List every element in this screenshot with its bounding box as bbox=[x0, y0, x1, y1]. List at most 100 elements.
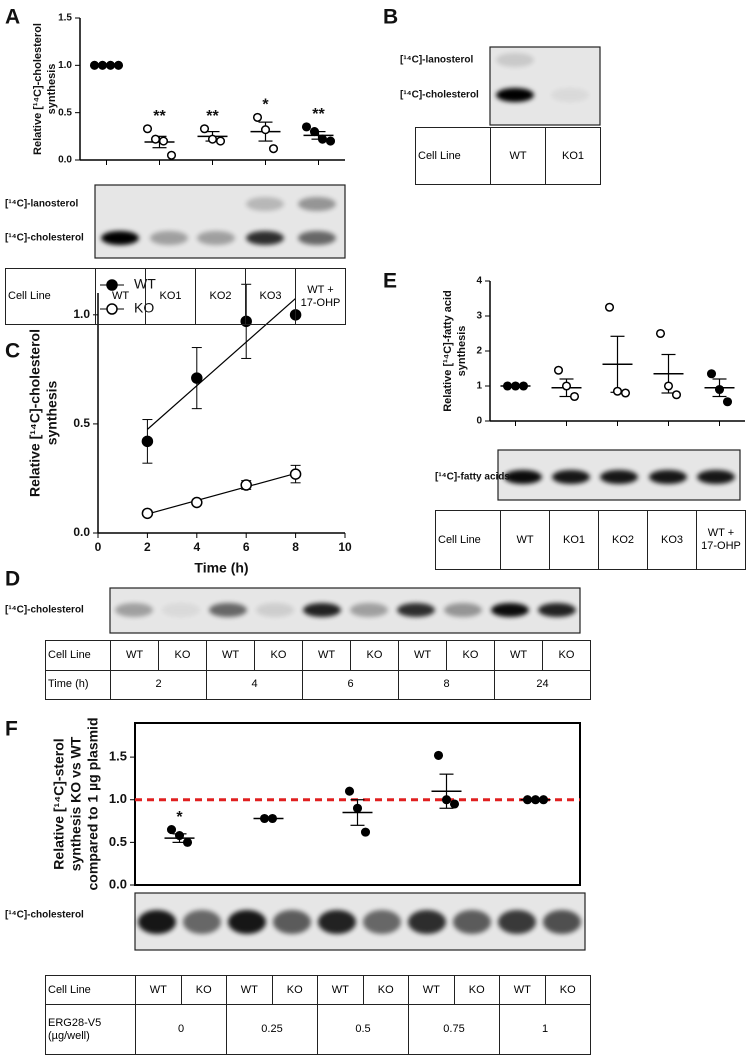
data-point bbox=[166, 150, 177, 160]
blot-band bbox=[444, 603, 482, 617]
blot-band bbox=[115, 603, 153, 617]
data-point bbox=[267, 813, 278, 824]
y-tick-label: 0.0 bbox=[109, 876, 127, 891]
x-tick-label: 0 bbox=[95, 540, 102, 554]
blot-band bbox=[551, 88, 589, 102]
label-table: Cell Line WT KO1 bbox=[415, 127, 601, 185]
table-cell: 0.25 bbox=[226, 1004, 318, 1055]
data-point bbox=[449, 799, 460, 809]
data-point bbox=[268, 144, 279, 154]
blot-band bbox=[496, 53, 534, 67]
data-point bbox=[325, 136, 336, 146]
data-point bbox=[530, 795, 541, 805]
blot-band bbox=[408, 910, 446, 934]
table-cell: KO bbox=[271, 974, 318, 1006]
significance-label: ** bbox=[312, 106, 325, 123]
y-axis-label: synthesis bbox=[456, 326, 468, 377]
table-cell: 24 bbox=[494, 669, 591, 700]
data-point bbox=[352, 803, 363, 813]
data-point bbox=[344, 786, 355, 796]
data-point bbox=[97, 60, 108, 70]
label-table: Cell Line WT KO WT KO WT KO WT KO WT KO Time (h) 2 4 6… bbox=[45, 640, 591, 700]
blot-band bbox=[491, 603, 529, 617]
table-cell: WT bbox=[317, 974, 364, 1006]
x-tick-label: 4 bbox=[193, 540, 200, 554]
table-cell: ERG28-V5 (µg/well) bbox=[45, 1004, 136, 1055]
table-cell: WT bbox=[206, 640, 255, 671]
y-tick-label: 2 bbox=[476, 346, 482, 357]
table-cell: KO bbox=[446, 640, 495, 671]
table-cell: KO2 bbox=[598, 510, 648, 570]
panel-letter: C bbox=[5, 340, 20, 363]
label-table: Cell Line WT KO WT KO WT KO WT KO WT KO ERG28-V5 (µ… bbox=[45, 974, 591, 1055]
blot-band bbox=[162, 603, 200, 617]
data-point bbox=[663, 381, 674, 391]
data-point bbox=[433, 750, 444, 760]
blot-band bbox=[318, 910, 356, 934]
data-point bbox=[301, 122, 312, 132]
y-tick-label: 1.5 bbox=[58, 13, 72, 24]
table-cell: WT bbox=[494, 640, 543, 671]
panel-letter: A bbox=[5, 6, 20, 29]
data-point bbox=[191, 372, 203, 384]
table-cell: 4 bbox=[206, 669, 303, 700]
table-row: Cell Line WT KO1 KO2 KO3 WT + 17-OHP bbox=[435, 510, 746, 570]
blot-band bbox=[256, 603, 294, 617]
significance-label: ** bbox=[206, 108, 219, 125]
data-point bbox=[502, 381, 513, 391]
data-point bbox=[142, 124, 153, 134]
blot-band bbox=[197, 231, 235, 245]
data-point bbox=[174, 830, 185, 841]
data-point bbox=[538, 795, 549, 805]
blot-band bbox=[552, 470, 590, 484]
table-row: Cell Line WT KO1 KO2 KO3 WT + 17-OHP bbox=[5, 268, 346, 325]
blot-band bbox=[101, 231, 139, 245]
table-cell: Cell Line bbox=[45, 974, 136, 1006]
table-cell: KO bbox=[254, 640, 303, 671]
band-label: [¹⁴C]-lanosterol bbox=[400, 55, 473, 66]
table-cell: 2 bbox=[110, 669, 207, 700]
y-axis-label: Relative [¹⁴C]-fatty acid bbox=[442, 290, 454, 412]
y-axis-label: compared to 1 µg plasmid bbox=[85, 718, 101, 891]
y-tick-label: 1.0 bbox=[58, 60, 72, 71]
data-point bbox=[518, 381, 529, 391]
label-table: Cell Line WT KO1 KO2 KO3 WT + 17-OHP bbox=[435, 510, 746, 570]
blot-band bbox=[453, 910, 491, 934]
data-point bbox=[260, 125, 271, 135]
data-point bbox=[671, 390, 682, 400]
table-cell: WT bbox=[226, 974, 273, 1006]
band-label: [¹⁴C]-lanosterol bbox=[5, 199, 78, 210]
blot-band bbox=[543, 910, 581, 934]
data-point bbox=[317, 134, 328, 144]
blot-band bbox=[298, 197, 336, 211]
x-tick-label: 10 bbox=[338, 540, 352, 554]
blot-band bbox=[183, 910, 221, 934]
panel-letter: F bbox=[5, 718, 18, 741]
label-table: Cell Line WT KO1 KO2 KO3 WT + 17-OHP bbox=[5, 268, 346, 325]
table-cell: KO1 bbox=[545, 127, 601, 185]
table-cell: WT bbox=[302, 640, 351, 671]
table-cell: WT bbox=[500, 510, 550, 570]
blot-band bbox=[504, 470, 542, 484]
table-cell: KO bbox=[350, 640, 399, 671]
data-point bbox=[158, 136, 169, 146]
data-point bbox=[510, 381, 521, 391]
data-point bbox=[441, 795, 452, 805]
band-label: [¹⁴C]-cholesterol bbox=[400, 90, 479, 101]
table-cell: KO bbox=[180, 974, 227, 1006]
x-tick-label: 2 bbox=[144, 540, 151, 554]
data-point bbox=[89, 60, 100, 70]
band-label: [¹⁴C]-fatty acids bbox=[435, 472, 510, 483]
table-cell: 8 bbox=[398, 669, 495, 700]
table-cell: WT bbox=[95, 268, 146, 325]
y-tick-label: 1 bbox=[476, 381, 482, 392]
y-tick-label: 1.5 bbox=[109, 749, 127, 764]
y-tick-label: 0.0 bbox=[58, 155, 72, 166]
data-point bbox=[240, 479, 252, 491]
data-point bbox=[182, 837, 193, 847]
blot-image bbox=[94, 184, 346, 259]
data-point bbox=[289, 468, 302, 480]
table-cell: KO3 bbox=[245, 268, 296, 325]
panel-letter: E bbox=[383, 270, 397, 293]
data-point bbox=[150, 134, 161, 144]
